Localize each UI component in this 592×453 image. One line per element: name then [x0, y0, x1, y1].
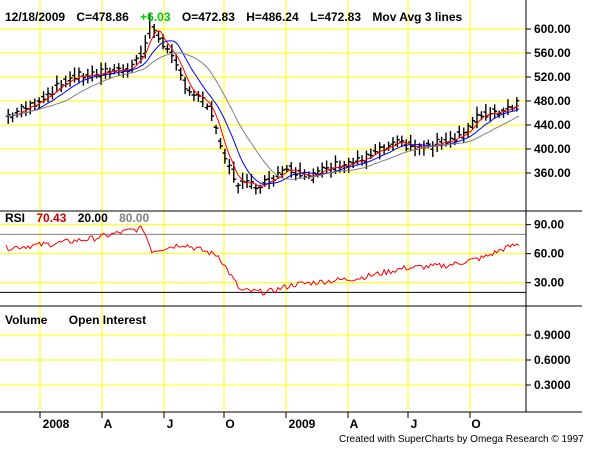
y-tick-label: 90.00: [534, 218, 564, 232]
x-tick-label: J: [411, 417, 418, 431]
y-tick-label: 0.6000: [534, 353, 571, 367]
y-tick-label: 480.00: [534, 94, 571, 108]
header-line: 12/18/2009 C=478.86 +6.03 O=472.83 H=486…: [5, 10, 463, 24]
ma-mid-line: [5, 40, 520, 185]
y-tick-label: 440.00: [534, 118, 571, 132]
price-series: [5, 12, 520, 195]
axis-labels: 2008 A J O 2009 A J O 600.00 560.00 520.00 480.00 44…: [39, 22, 571, 431]
y-tick-label: 0.9000: [534, 328, 571, 342]
y-tick-label: 0.3000: [534, 378, 571, 392]
header-low: L=472.83: [310, 10, 361, 24]
y-tick-label: 520.00: [534, 70, 571, 84]
volume-label: Volume: [5, 313, 48, 327]
x-tick-label: 2009: [289, 417, 316, 431]
y-tick-label: 30.00: [534, 276, 564, 290]
y-tick-label: 600.00: [534, 22, 571, 36]
y-tick-label: 60.00: [534, 247, 564, 261]
x-tick-label: 2008: [43, 417, 70, 431]
open-interest-label: Open Interest: [69, 313, 146, 327]
x-tick-label: A: [350, 417, 359, 431]
x-tick-label: O: [225, 417, 234, 431]
header-close: C=478.86: [76, 10, 129, 24]
rsi-low-band: 20.00: [78, 211, 108, 225]
header-indicator: Mov Avg 3 lines: [372, 10, 462, 24]
x-tick-label: A: [104, 417, 113, 431]
header-change: +6.03: [140, 10, 171, 24]
ma-fast-line: [5, 30, 520, 188]
credit-text: Created with SuperCharts by Omega Resear…: [339, 434, 584, 445]
rsi-header: RSI 70.43 20.00 80.00: [5, 211, 149, 225]
y-tick-label: 400.00: [534, 142, 571, 156]
rsi-value: 70.43: [36, 211, 66, 225]
rsi-line: [5, 225, 520, 296]
grid-layer: [0, 0, 526, 412]
header-open: O=472.83: [182, 10, 235, 24]
x-tick-label: J: [167, 417, 174, 431]
header-date: 12/18/2009: [5, 10, 65, 24]
y-tick-label: 360.00: [534, 166, 571, 180]
ma-slow-line: [5, 52, 520, 180]
x-tick-label: O: [471, 417, 480, 431]
rsi-label: RSI: [5, 211, 25, 225]
y-tick-label: 560.00: [534, 46, 571, 60]
rsi-high-band: 80.00: [119, 211, 149, 225]
rsi-series: [5, 225, 520, 296]
volume-header: Volume Open Interest: [5, 313, 146, 327]
header-high: H=486.24: [246, 10, 299, 24]
